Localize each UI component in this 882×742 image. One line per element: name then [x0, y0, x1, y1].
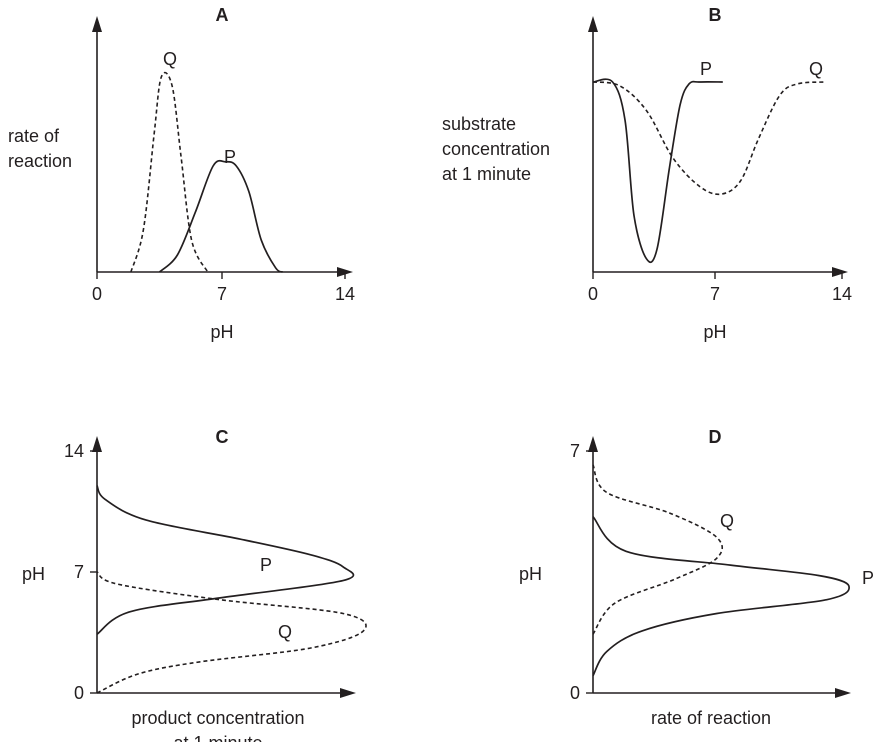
y-axis-label-line: concentration — [442, 139, 550, 159]
series-p-label: P — [224, 147, 236, 167]
series-q-line — [96, 571, 367, 694]
y-axis-arrow — [588, 16, 598, 32]
series-q-label: Q — [720, 511, 734, 531]
series-q-line — [130, 71, 209, 273]
x-tick-label: 7 — [217, 284, 227, 304]
x-axis-label: pH — [210, 322, 233, 342]
x-axis-arrow — [340, 688, 356, 698]
x-tick-label: 14 — [335, 284, 355, 304]
y-tick-label: 0 — [570, 683, 580, 703]
x-tick-label: 7 — [710, 284, 720, 304]
series-q-label: Q — [809, 59, 823, 79]
panel-title: A — [216, 5, 229, 25]
panel-title: D — [709, 427, 722, 447]
series-p-label: P — [700, 59, 712, 79]
x-axis-arrow — [835, 688, 851, 698]
panel-a: A 0 7 14 pH rate of reaction P Q — [8, 5, 355, 342]
series-p-label: P — [862, 568, 874, 588]
series-q-label: Q — [163, 49, 177, 69]
x-tick-label: 0 — [588, 284, 598, 304]
panel-c: C 0 7 14 pH product concentration at 1 minute P… — [22, 427, 367, 742]
panel-title: C — [216, 427, 229, 447]
y-tick-label: 14 — [64, 441, 84, 461]
y-axis-label-line: reaction — [8, 151, 72, 171]
x-tick-label: 14 — [832, 284, 852, 304]
y-axis-label: pH — [22, 564, 45, 584]
series-q-line — [592, 464, 724, 635]
series-p-line — [592, 516, 850, 677]
series-q-label: Q — [278, 622, 292, 642]
series-q-line — [592, 81, 825, 196]
panel-d: D 0 7 pH rate of reaction P Q — [519, 427, 874, 728]
series-p-line — [592, 78, 723, 264]
x-axis-label-line: at 1 minute — [173, 733, 262, 742]
panel-title: B — [709, 5, 722, 25]
panel-b: B 0 7 14 pH substrate concentration at 1 minute… — [442, 5, 852, 342]
y-axis-arrow — [92, 436, 102, 452]
y-tick-label: 7 — [570, 441, 580, 461]
x-tick-label: 0 — [92, 284, 102, 304]
y-axis-label: pH — [519, 564, 542, 584]
series-p-line — [158, 159, 284, 273]
y-axis-arrow — [92, 16, 102, 32]
x-axis-label-line: product concentration — [131, 708, 304, 728]
series-p-line — [96, 485, 355, 635]
y-axis-label-line: at 1 minute — [442, 164, 531, 184]
y-tick-label: 0 — [74, 683, 84, 703]
y-axis-arrow — [588, 436, 598, 452]
series-p-label: P — [260, 555, 272, 575]
x-axis-label: pH — [703, 322, 726, 342]
y-tick-label: 7 — [74, 562, 84, 582]
y-axis-label-line: substrate — [442, 114, 516, 134]
y-axis-label-line: rate of — [8, 126, 60, 146]
x-axis-arrow — [832, 267, 848, 277]
x-axis-label-line: rate of reaction — [651, 708, 771, 728]
